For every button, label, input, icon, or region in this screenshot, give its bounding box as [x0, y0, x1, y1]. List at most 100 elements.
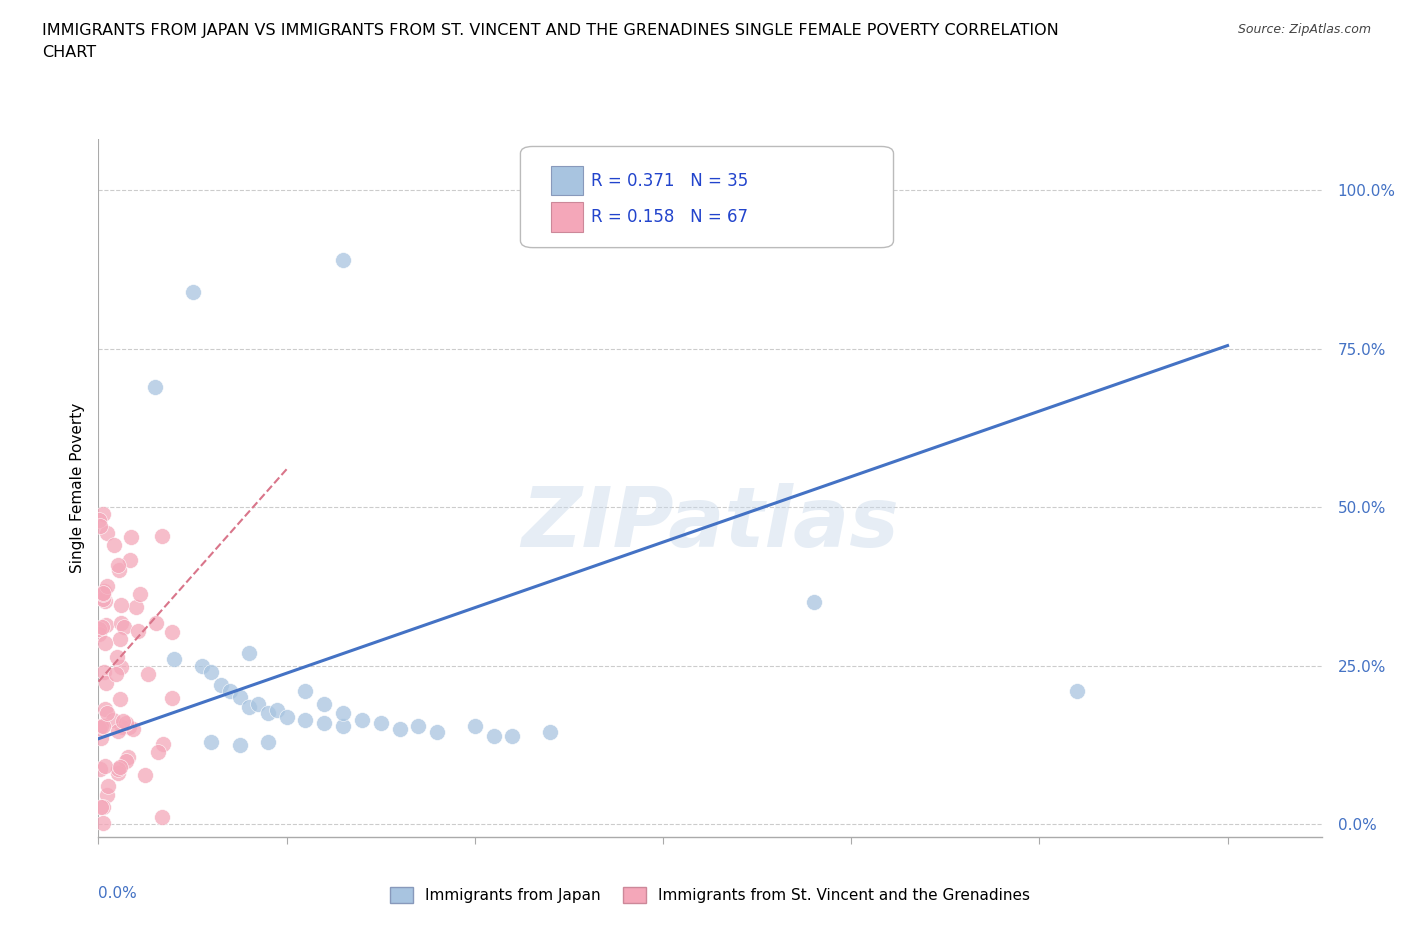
Point [200, 665, 222, 680]
Point [94, 618, 117, 633]
Text: R = 0.371   N = 35: R = 0.371 N = 35 [592, 172, 748, 190]
Point [408, 719, 430, 734]
Point [160, 625, 183, 640]
Point [370, 715, 392, 730]
Point [94, 758, 117, 773]
Point [91, 619, 114, 634]
Point [107, 762, 129, 777]
Point [118, 552, 141, 567]
Point [125, 600, 148, 615]
Point [256, 706, 278, 721]
Point [163, 652, 186, 667]
Point [105, 649, 128, 664]
Point [266, 703, 288, 718]
FancyBboxPatch shape [551, 203, 583, 232]
Point [111, 713, 134, 728]
Point [108, 631, 131, 646]
Point [228, 737, 250, 752]
Point [93, 586, 115, 601]
Y-axis label: Single Female Poverty: Single Female Poverty [69, 403, 84, 574]
FancyBboxPatch shape [551, 166, 583, 195]
Point [118, 720, 141, 735]
Point [128, 587, 150, 602]
Point [426, 725, 449, 740]
Legend: Immigrants from Japan, Immigrants from St. Vincent and the Grenadines: Immigrants from Japan, Immigrants from S… [384, 882, 1036, 910]
Point [94, 635, 117, 650]
Point [294, 684, 316, 698]
Point [150, 528, 173, 543]
Point [143, 379, 166, 394]
Point [111, 719, 134, 734]
Point [107, 557, 129, 572]
Point [97, 778, 120, 793]
Point [350, 712, 373, 727]
Point [152, 737, 174, 751]
Point [89, 519, 111, 534]
Point [94, 676, 117, 691]
Point [136, 667, 159, 682]
Point [96, 788, 118, 803]
Point [89, 626, 111, 641]
Point [464, 719, 486, 734]
Point [90, 731, 112, 746]
Point [108, 692, 131, 707]
Point [803, 595, 825, 610]
Point [314, 697, 336, 711]
Point [108, 759, 131, 774]
Point [200, 735, 222, 750]
Point [110, 660, 132, 675]
Text: Source: ZipAtlas.com: Source: ZipAtlas.com [1237, 23, 1371, 36]
Point [110, 616, 132, 631]
Point [238, 645, 260, 660]
Point [87, 721, 110, 736]
Point [94, 701, 117, 716]
Point [148, 745, 170, 760]
Point [1066, 684, 1088, 698]
Point [87, 622, 110, 637]
Point [122, 722, 145, 737]
Point [538, 725, 561, 740]
Point [96, 706, 118, 721]
Text: 0.0%: 0.0% [98, 885, 138, 901]
Point [110, 597, 132, 612]
Point [108, 563, 131, 578]
Point [332, 253, 354, 268]
Point [114, 754, 136, 769]
Point [127, 624, 149, 639]
Text: ZIPatlas: ZIPatlas [522, 483, 898, 564]
Point [91, 506, 114, 521]
Point [91, 591, 114, 606]
Point [191, 658, 214, 673]
Point [93, 816, 115, 830]
Point [103, 538, 125, 552]
Point [181, 285, 204, 299]
Point [96, 525, 118, 540]
Point [388, 722, 411, 737]
Point [332, 719, 354, 734]
Text: CHART: CHART [42, 45, 96, 60]
Point [145, 616, 167, 631]
Point [107, 724, 129, 739]
Point [134, 768, 156, 783]
Point [209, 677, 232, 692]
Point [107, 765, 129, 780]
Point [90, 719, 112, 734]
Point [93, 583, 115, 598]
Point [314, 715, 336, 730]
Point [101, 712, 124, 727]
Point [162, 690, 184, 705]
Point [238, 699, 260, 714]
Point [93, 665, 115, 680]
Text: R = 0.158   N = 67: R = 0.158 N = 67 [592, 208, 748, 226]
Point [121, 529, 143, 544]
Point [501, 728, 523, 743]
Point [332, 706, 354, 721]
Point [87, 512, 110, 527]
FancyBboxPatch shape [520, 147, 893, 247]
Point [91, 800, 114, 815]
Point [256, 735, 278, 750]
Point [112, 620, 135, 635]
Point [117, 750, 139, 764]
Point [91, 718, 114, 733]
Point [93, 593, 115, 608]
